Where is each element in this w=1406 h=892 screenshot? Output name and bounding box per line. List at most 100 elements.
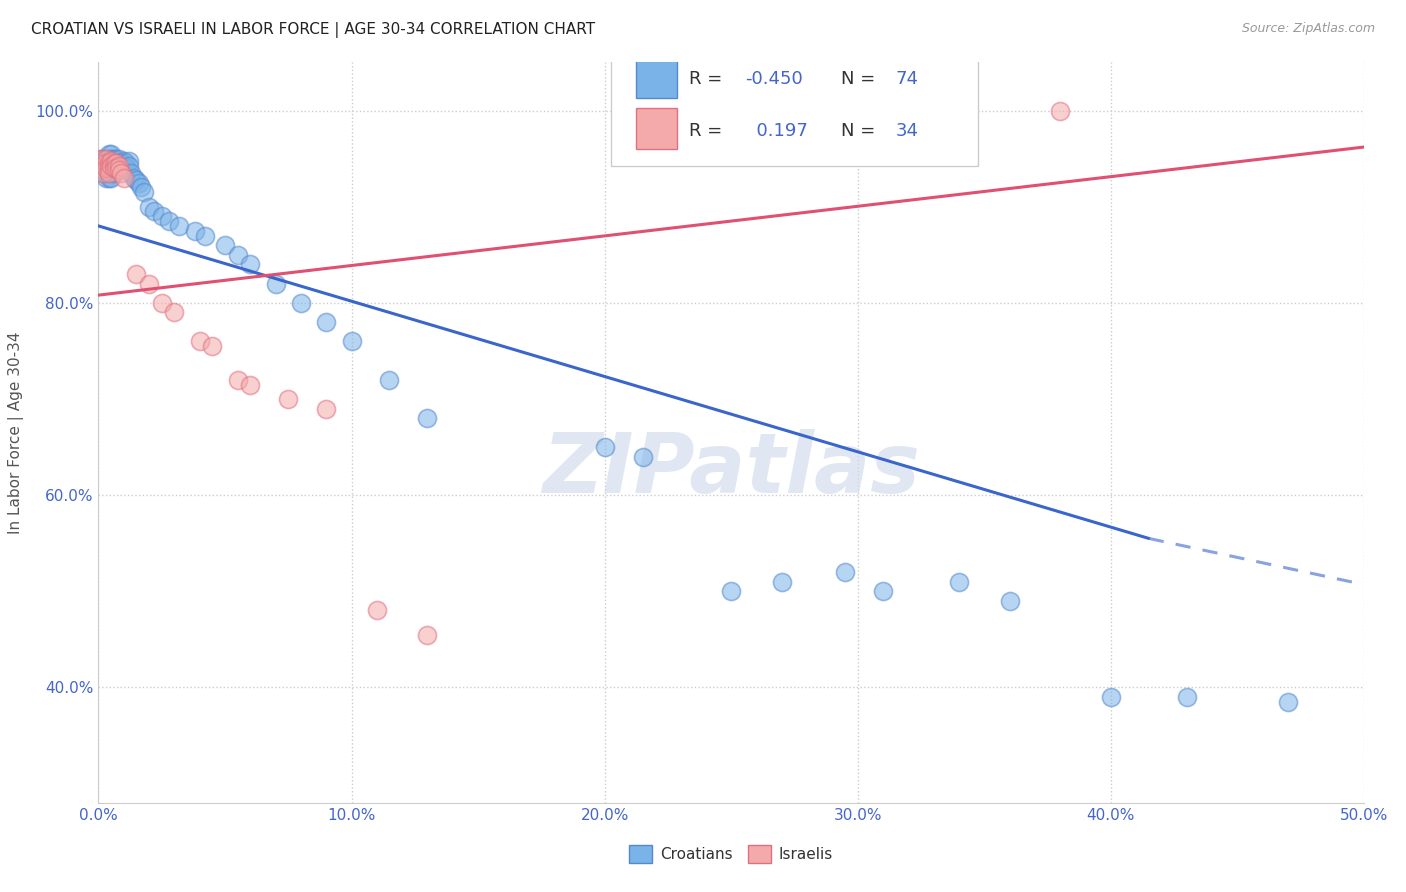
Point — [105, 156, 128, 170]
Point — [112, 170, 135, 185]
Point — [94, 152, 117, 166]
Point — [125, 267, 148, 281]
Point — [239, 377, 262, 392]
Point — [94, 161, 117, 176]
Point — [103, 161, 125, 176]
Point — [90, 161, 112, 176]
Text: 34: 34 — [896, 121, 918, 139]
Point — [194, 228, 217, 243]
Point — [97, 166, 120, 180]
Text: N =: N = — [841, 70, 882, 88]
Point — [1049, 103, 1071, 118]
Point — [94, 156, 117, 170]
Point — [315, 401, 337, 416]
Point — [105, 156, 128, 170]
Text: 74: 74 — [896, 70, 918, 88]
Point — [118, 159, 141, 173]
Point — [112, 153, 135, 168]
Point — [94, 161, 117, 176]
Point — [122, 170, 145, 185]
Point — [103, 156, 125, 170]
Point — [103, 161, 125, 176]
Point — [593, 440, 616, 454]
Point — [100, 159, 122, 173]
Point — [100, 170, 122, 185]
Point — [150, 209, 173, 223]
Point — [132, 186, 155, 200]
Point — [416, 411, 439, 425]
Point — [105, 161, 128, 176]
Point — [157, 214, 180, 228]
Point — [97, 161, 120, 176]
Point — [107, 163, 129, 178]
Point — [100, 153, 122, 168]
Point — [631, 450, 654, 464]
Point — [834, 565, 856, 579]
Point — [107, 159, 129, 173]
Point — [366, 603, 388, 617]
Point — [112, 159, 135, 173]
Point — [131, 180, 153, 194]
Point — [107, 156, 129, 170]
Y-axis label: In Labor Force | Age 30-34: In Labor Force | Age 30-34 — [8, 331, 24, 534]
Point — [93, 161, 115, 176]
Point — [183, 224, 205, 238]
Point — [115, 161, 138, 176]
Point — [226, 248, 249, 262]
Text: 0.197: 0.197 — [745, 121, 808, 139]
Point — [998, 594, 1021, 608]
Point — [97, 161, 120, 176]
Point — [90, 152, 112, 166]
Point — [872, 584, 894, 599]
Point — [340, 334, 363, 349]
Text: N =: N = — [841, 121, 882, 139]
Point — [103, 166, 125, 180]
Point — [948, 574, 970, 589]
Point — [97, 146, 120, 161]
Point — [103, 152, 125, 166]
Point — [93, 156, 115, 170]
Point — [94, 166, 117, 180]
Point — [100, 156, 122, 170]
Point — [120, 166, 142, 180]
Point — [107, 161, 129, 176]
Point — [97, 166, 120, 180]
Point — [107, 152, 129, 166]
Point — [143, 204, 166, 219]
Point — [1175, 690, 1198, 704]
Point — [770, 574, 793, 589]
Point — [100, 146, 122, 161]
Text: ZIPatlas: ZIPatlas — [543, 429, 920, 510]
Point — [138, 200, 160, 214]
Point — [100, 161, 122, 176]
Point — [105, 161, 128, 176]
Point — [948, 103, 970, 118]
Point — [315, 315, 337, 329]
Point — [94, 170, 117, 185]
Point — [94, 152, 117, 166]
Legend: Croatians, Israelis: Croatians, Israelis — [623, 839, 839, 869]
Point — [90, 161, 112, 176]
Point — [128, 176, 150, 190]
Point — [201, 339, 224, 353]
Point — [138, 277, 160, 291]
FancyBboxPatch shape — [636, 108, 676, 149]
Point — [90, 152, 112, 166]
Point — [118, 153, 141, 168]
Point — [188, 334, 211, 349]
Point — [290, 295, 312, 310]
Point — [105, 152, 128, 166]
Text: R =: R = — [689, 121, 728, 139]
Point — [100, 152, 122, 166]
Point — [115, 156, 138, 170]
Point — [226, 373, 249, 387]
Point — [110, 161, 132, 176]
Point — [264, 277, 287, 291]
Point — [94, 156, 117, 170]
Point — [100, 166, 122, 180]
Point — [97, 156, 120, 170]
Point — [1099, 690, 1122, 704]
Point — [93, 166, 115, 180]
Point — [93, 156, 115, 170]
Point — [169, 219, 191, 233]
